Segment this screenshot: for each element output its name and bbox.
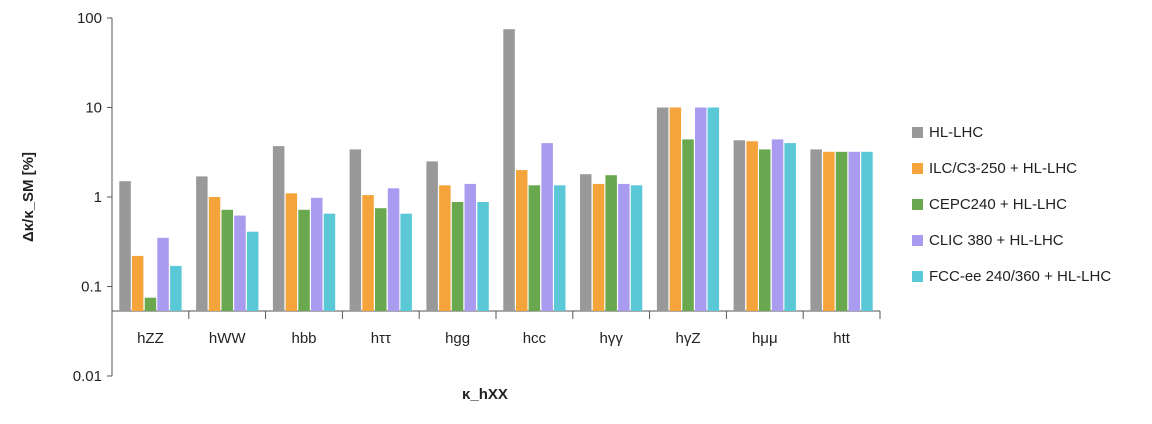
bar-hγγ-1	[592, 183, 605, 311]
x-axis-title: κ_hXX	[462, 386, 508, 403]
x-axis	[111, 310, 881, 319]
category-label: hττ	[371, 330, 391, 347]
legend-swatch	[912, 163, 923, 174]
legend-swatch	[912, 271, 923, 282]
legend-swatch	[912, 127, 923, 138]
legend-swatch	[912, 235, 923, 246]
bar-hbb-1	[285, 193, 298, 311]
bar-hγZ-3	[695, 107, 707, 311]
bar-hγZ-1	[669, 107, 682, 311]
bar-hgg-2	[451, 202, 464, 311]
y-axis-title: Δκ/κ_SM [%]	[20, 152, 37, 242]
bar-hττ-3	[387, 188, 400, 311]
bar-hττ-1	[362, 195, 374, 311]
bar-hbb-4	[323, 213, 336, 311]
bar-hgg-1	[439, 185, 451, 311]
bar-hWW-2	[221, 209, 233, 311]
category-label: hμμ	[752, 330, 778, 347]
bar-hgg-3	[464, 183, 476, 311]
bar-hττ-2	[375, 208, 387, 311]
bar-hcc-4	[554, 185, 566, 311]
bar-hZZ-2	[144, 297, 157, 311]
bar-hWW-0	[196, 176, 208, 311]
category-label: hbb	[291, 330, 316, 347]
bar-hgg-4	[477, 202, 489, 311]
legend: HL-LHC ILC/C3-250 + HL-LHC CEPC240 + HL-LH…	[912, 124, 1111, 285]
bar-hμμ-2	[759, 149, 771, 311]
bar-hZZ-1	[131, 255, 144, 311]
bar-hμμ-3	[771, 139, 784, 311]
category-label: hgg	[445, 330, 470, 347]
category-label: hγγ	[600, 330, 624, 347]
bar-htt-0	[810, 149, 822, 311]
legend-label: FCC-ee 240/360 + HL-LHC	[929, 268, 1111, 285]
bar-hγγ-2	[605, 175, 617, 311]
legend-label: CLIC 380 + HL-LHC	[929, 232, 1064, 249]
legend-label: HL-LHC	[929, 124, 983, 141]
bar-hWW-4	[246, 231, 259, 311]
bar-hcc-0	[503, 29, 515, 311]
bar-hZZ-3	[157, 237, 169, 311]
bar-hγγ-0	[580, 174, 592, 311]
bar-hμμ-0	[733, 140, 746, 311]
bar-hcc-1	[516, 170, 528, 311]
bar-hZZ-4	[170, 265, 182, 311]
bar-hgg-0	[426, 161, 438, 311]
bar-hγγ-3	[618, 183, 630, 311]
y-tick-label: 10	[85, 100, 102, 117]
bar-hcc-2	[528, 185, 541, 311]
bar-hWW-1	[208, 197, 221, 311]
bar-hμμ-1	[746, 141, 758, 311]
category-label: hγZ	[675, 330, 700, 347]
legend-label: ILC/C3-250 + HL-LHC	[929, 160, 1077, 177]
bar-hγγ-4	[630, 185, 643, 311]
legend-label: CEPC240 + HL-LHC	[929, 196, 1067, 213]
bar-hbb-2	[298, 209, 310, 311]
bar-hbb-3	[311, 197, 323, 311]
category-label: hZZ	[137, 330, 164, 347]
y-tick-label: 0.1	[81, 279, 102, 296]
bar-hWW-3	[234, 215, 246, 311]
bar-hγZ-4	[707, 107, 720, 311]
bar-htt-3	[848, 151, 860, 311]
y-axis: 0.01 0.1 1 10 100	[73, 10, 113, 385]
category-label: htt	[833, 330, 851, 347]
category-label: hcc	[523, 330, 547, 347]
category-labels: hZZ hWW hbb hττ hgg hcc hγγ hγZ hμμ htt	[137, 330, 851, 347]
bar-htt-1	[823, 151, 835, 311]
bar-hγZ-0	[656, 107, 669, 311]
bar-hγZ-2	[682, 139, 694, 311]
y-tick-label: 0.01	[73, 368, 102, 385]
bars	[119, 29, 873, 311]
bar-htt-2	[835, 151, 848, 311]
bar-hZZ-0	[119, 181, 131, 311]
bar-hττ-0	[349, 149, 362, 311]
bar-hττ-4	[400, 213, 412, 311]
bar-hcc-3	[541, 143, 553, 311]
legend-swatch	[912, 199, 923, 210]
category-label: hWW	[209, 330, 247, 347]
bar-hbb-0	[272, 146, 285, 311]
bar-hμμ-4	[784, 143, 796, 311]
bar-htt-4	[861, 151, 873, 311]
y-tick-label: 1	[94, 189, 102, 206]
y-tick-label: 100	[77, 10, 102, 27]
